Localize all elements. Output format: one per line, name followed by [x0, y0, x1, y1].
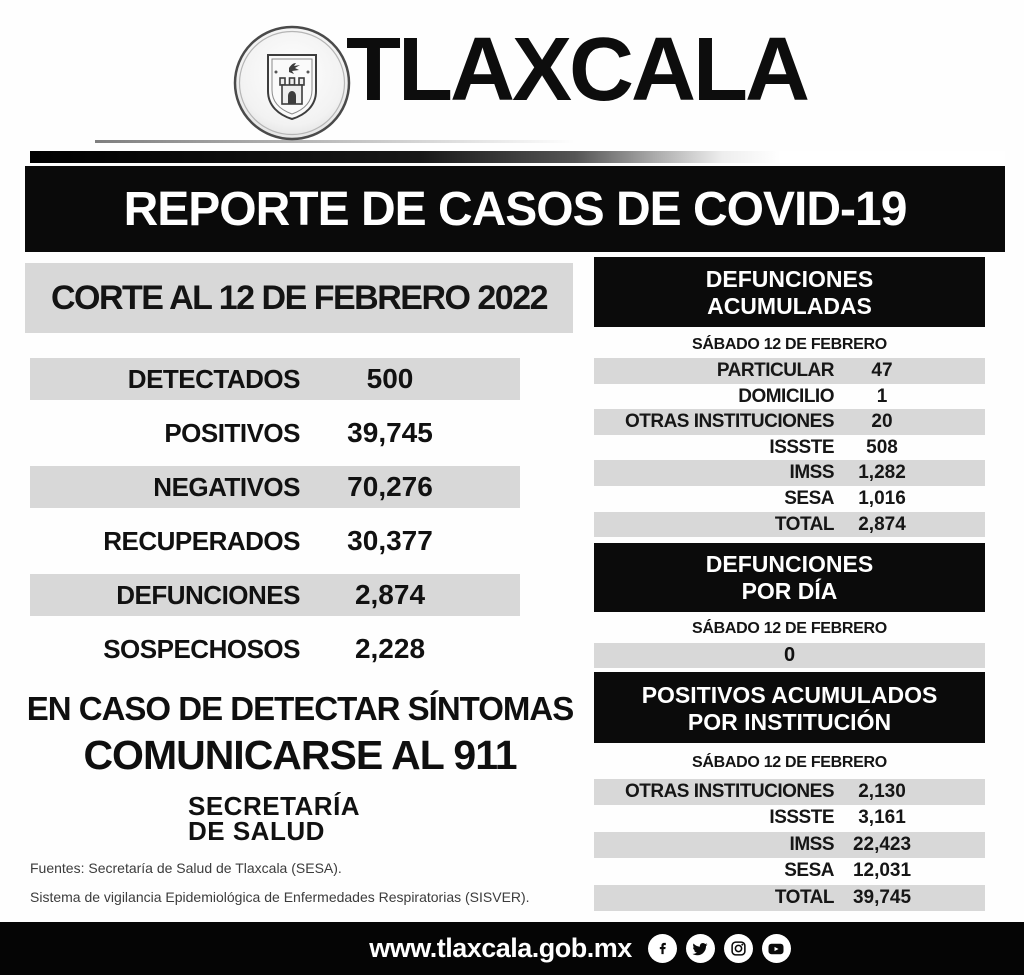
table-row: DETECTADOS 500 [30, 358, 520, 400]
row-label: DOMICILIO [738, 385, 834, 407]
table-row: ISSSTE 3,161 [594, 805, 985, 831]
row-value: 20 [871, 411, 893, 433]
row-label: TOTAL [774, 886, 835, 908]
report-title-banner: REPORTE DE CASOS DE COVID-19 [25, 166, 1005, 252]
row-label: TOTAL [774, 513, 835, 535]
table-row: OTRAS INSTITUCIONES 20 [594, 409, 985, 435]
row-label: POSITIVOS [164, 418, 300, 448]
panel-header-deaths-per-day: DEFUNCIONES POR DÍA [594, 543, 985, 612]
row-label: ISSSTE [769, 436, 834, 458]
panel-title-line-1: DEFUNCIONES [705, 266, 874, 292]
table-row-total: TOTAL 2,874 [594, 511, 985, 538]
row-label: OTRAS INSTITUCIONES [624, 411, 835, 433]
source-line: Fuentes: Secretaría de Salud de Tlaxcala… [30, 860, 342, 876]
row-value: 2,874 [858, 513, 906, 535]
row-value: 70,276 [347, 471, 433, 502]
row-value: 47 [871, 360, 893, 381]
table-row: IMSS 22,423 [594, 831, 985, 859]
row-label: IMSS [789, 833, 835, 855]
panel-date: SÁBADO 12 DE FEBRERO [692, 754, 887, 771]
instagram-icon[interactable] [723, 934, 753, 963]
cutoff-date-banner: CORTE AL 12 DE FEBRERO 2022 [25, 263, 573, 333]
row-label: ISSSTE [769, 807, 834, 829]
deaths-by-institution-table: PARTICULAR 47 DOMICILIO 1 OTRAS INSTITUC… [594, 358, 985, 538]
row-value: 30,377 [347, 525, 433, 556]
panel-title-line-2: POR INSTITUCIÓN [687, 709, 892, 735]
panel-title-line-1: POSITIVOS ACUMULADOS [641, 682, 938, 708]
row-value: 3,161 [858, 807, 906, 829]
twitter-icon[interactable] [685, 934, 715, 963]
tlaxcala-coat-of-arms-logo [233, 25, 351, 141]
row-label: PARTICULAR [716, 360, 835, 381]
website-url[interactable]: www.tlaxcala.gob.mx [369, 933, 632, 963]
row-label: OTRAS INSTITUCIONES [624, 781, 835, 802]
social-icons-group [647, 934, 791, 963]
table-row: DEFUNCIONES 2,874 [30, 574, 520, 616]
row-value: 1,282 [858, 462, 906, 484]
panel-title-line-2: POR DÍA [741, 578, 838, 604]
row-label: SOSPECHOSOS [103, 634, 300, 664]
row-label: DETECTADOS [127, 364, 301, 394]
table-row: ISSSTE 508 [594, 435, 985, 461]
row-value: 12,031 [852, 860, 912, 882]
row-value: 500 [366, 363, 414, 394]
row-value: 508 [866, 436, 898, 458]
thin-gradient-rule [95, 140, 575, 143]
notice-line-1: EN CASO DE DETECTAR SÍNTOMAS [26, 690, 575, 727]
row-value: 2,874 [354, 579, 426, 610]
panel-date: SÁBADO 12 DE FEBRERO [692, 620, 887, 637]
row-label: IMSS [789, 462, 835, 484]
symptoms-notice: EN CASO DE DETECTAR SÍNTOMAS COMUNICARSE… [25, 690, 575, 779]
panel-header-deaths-accumulated: DEFUNCIONES ACUMULADAS [594, 257, 985, 327]
panel-header-positives-by-institution: POSITIVOS ACUMULADOS POR INSTITUCIÓN [594, 672, 985, 743]
row-label: NEGATIVOS [153, 472, 300, 502]
table-row: OTRAS INSTITUCIONES 2,130 [594, 779, 985, 806]
table-row: POSITIVOS 39,745 [30, 412, 520, 454]
table-row: PARTICULAR 47 [594, 358, 985, 384]
panel-date: SÁBADO 12 DE FEBRERO [692, 336, 887, 353]
table-row: SESA 12,031 [594, 858, 985, 884]
youtube-icon[interactable] [761, 934, 791, 963]
table-row: NEGATIVOS 70,276 [30, 466, 520, 508]
table-row: DOMICILIO 1 [594, 384, 985, 410]
facebook-icon[interactable] [647, 934, 677, 963]
gradient-divider-bar [30, 151, 1005, 163]
table-row: IMSS 1,282 [594, 460, 985, 486]
row-label: DEFUNCIONES [116, 580, 300, 610]
summary-table: DETECTADOS 500 POSITIVOS 39,745 NEGATIVO… [30, 358, 520, 682]
agency-line-1: SECRETARÍA [188, 791, 361, 821]
row-label: SESA [784, 487, 834, 509]
footer-bar: www.tlaxcala.gob.mx [0, 922, 1024, 975]
positives-by-institution-table: OTRAS INSTITUCIONES 2,130 ISSSTE 3,161 I… [594, 779, 985, 911]
row-value: 2,228 [354, 633, 426, 664]
sources-footnote: Fuentes: Secretaría de Salud de Tlaxcala… [30, 860, 530, 905]
row-value: 1,016 [858, 487, 906, 509]
notice-line-2: COMUNICARSE AL 911 [83, 732, 517, 778]
table-row: RECUPERADOS 30,377 [30, 520, 520, 562]
brand-wordmark: TLAXCALA [346, 20, 810, 120]
source-line: Sistema de vigilancia Epidemiológica de … [30, 889, 530, 905]
agency-line-2: DE SALUD [188, 816, 325, 846]
table-row: SESA 1,016 [594, 486, 985, 512]
row-label: RECUPERADOS [103, 526, 300, 556]
health-secretariat-label: SECRETARÍA DE SALUD [188, 791, 361, 846]
footer-content: www.tlaxcala.gob.mx [369, 933, 791, 964]
row-value: 22,423 [852, 833, 912, 855]
row-value: 39,745 [852, 886, 912, 908]
row-value: 39,745 [347, 417, 433, 448]
deaths-per-day-value: 0 [594, 643, 985, 668]
panel-title-line-1: DEFUNCIONES [705, 551, 874, 577]
row-label: SESA [784, 860, 834, 882]
table-row: SOSPECHOSOS 2,228 [30, 628, 520, 670]
row-value: 2,130 [858, 781, 906, 802]
table-row-total: TOTAL 39,745 [594, 884, 985, 911]
panel-title-line-2: ACUMULADAS [707, 293, 872, 319]
row-value: 1 [876, 385, 888, 407]
